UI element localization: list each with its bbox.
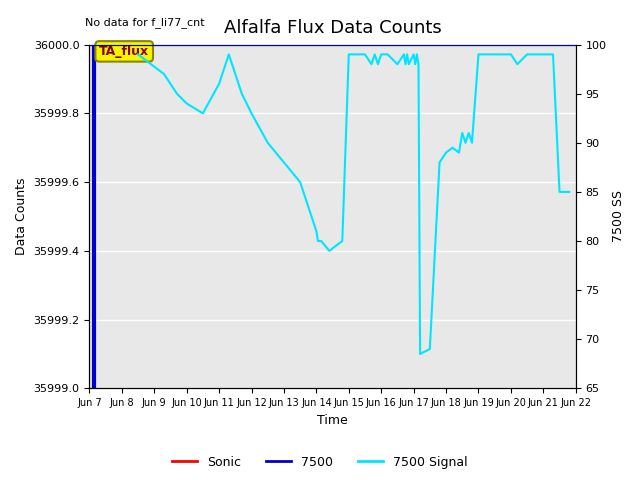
Y-axis label: Data Counts: Data Counts bbox=[15, 178, 28, 255]
Text: TA_flux: TA_flux bbox=[99, 45, 149, 58]
X-axis label: Time: Time bbox=[317, 414, 348, 427]
Title: Alfalfa Flux Data Counts: Alfalfa Flux Data Counts bbox=[224, 20, 442, 37]
Y-axis label: 7500 SS: 7500 SS bbox=[612, 191, 625, 242]
Legend: Sonic, 7500, 7500 Signal: Sonic, 7500, 7500 Signal bbox=[167, 451, 473, 474]
Text: No data for f_li77_cnt: No data for f_li77_cnt bbox=[84, 17, 204, 28]
